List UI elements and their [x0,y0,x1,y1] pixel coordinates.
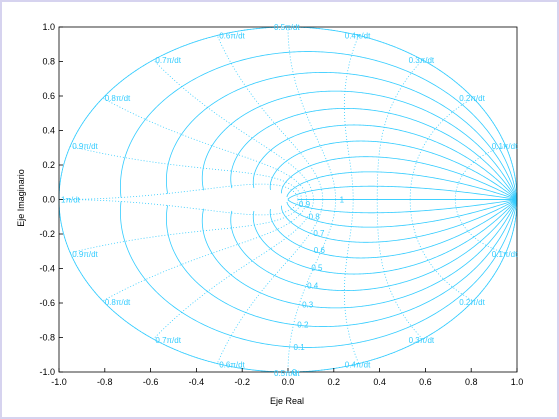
frequency-curve [70,145,302,200]
wn-label-lower: 0.9π/dt [72,250,98,259]
damping-curve [281,199,518,243]
x-tick-label: 1.0 [511,377,524,387]
x-axis-label: Eje Real [270,396,304,406]
wn-label-lower: 0.8π/dt [105,298,131,307]
frequency-curve [102,97,307,200]
frequency-curve [409,97,474,200]
damping-curve [281,156,518,200]
zeta-label: 0.6 [314,246,326,255]
damping-curve [230,199,518,291]
damping-curve [287,199,518,214]
frequency-curve [102,199,307,302]
y-tick-label: 0.2 [42,160,55,170]
y-tick-label: 1.0 [42,22,55,32]
y-tick-label: 0.6 [42,91,55,101]
frequency-curve [343,199,360,364]
grid-layer [58,26,518,373]
damping-curve [286,199,518,228]
frequency-curve [287,26,336,200]
x-tick-label: -0.8 [97,377,113,387]
damping-curve [201,90,518,200]
y-tick-label: 0.4 [42,126,55,136]
damping-curve [58,199,518,373]
y-axis-label: Eje Imaginario [16,169,26,227]
x-tick-label: 0.2 [328,377,341,387]
y-tick-label: -0.2 [39,229,55,239]
y-tick-label: 0.8 [42,57,55,67]
damping-curve [201,199,518,309]
damping-curve [252,124,518,200]
y-tick-label: 0.0 [42,195,55,205]
frequency-curve [454,145,506,200]
frequency-curve [58,199,299,216]
damping-curve [269,199,518,259]
y-tick-label: -0.8 [39,333,55,343]
damping-curve [120,51,518,200]
frequency-curve [287,199,336,373]
wn-label-lower: 0.6π/dt [219,361,245,370]
axis-layer: -1.0 -0.8 -0.6 -0.4 -0.2 0.0 0.2 0.4 0.6 0.8 1.0 1.… [39,22,523,387]
frequency-curve [216,35,324,200]
zeta-label: 1 [340,196,345,205]
damping-curve [286,171,518,200]
zeta-label: 0.9 [299,200,311,209]
wn-label-lower: 0.2π/dt [459,298,485,307]
x-tick-label: 0.0 [282,377,295,387]
damping-curve [287,185,518,200]
y-tick-label: -0.4 [39,264,55,274]
wn-label-upper: 0.3π/dt [409,56,435,65]
zeta-label: 0.4 [307,282,319,291]
frequency-curve [343,35,360,200]
frequency-curve [58,183,299,200]
damping-curve [252,199,518,275]
zeta-label: 0 [292,368,297,377]
wn-label-upper: 0.5π/dt [274,23,300,32]
damping-curve [58,26,518,200]
x-tick-label: -0.6 [143,377,159,387]
wn-label-lower: 0.1π/dt [492,250,518,259]
wn-label-upper: 0.1π/dt [492,142,518,151]
wn-label-lower: 0.5π/dt [274,369,300,378]
wn-label-upper: 1π/dt [61,196,81,205]
y-tick-label: -0.6 [39,298,55,308]
frequency-curve [454,199,506,254]
frequency-curve [376,199,423,340]
frequency-curve [153,59,314,200]
wn-label-lower: 0.3π/dt [409,336,435,345]
zeta-label: 0.7 [313,229,325,238]
zeta-label: 0.5 [311,264,323,273]
zeta-label: 0.1 [294,343,306,352]
x-tick-label: -1.0 [51,377,67,387]
label-layer: 0 0.1 0.2 0.3 0.4 0.5 0.6 0.7 0.8 0.9 1 0.1π/dt 0.1π… [61,23,518,378]
wn-label-lower: 0.4π/dt [345,361,371,370]
damping-curve [230,108,518,200]
wn-label-upper: 0.9π/dt [72,142,98,151]
zeta-label: 0.8 [309,213,321,222]
x-tick-label: 0.8 [465,377,478,387]
frequency-curve [376,59,423,200]
wn-label-lower: 0.7π/dt [155,336,181,345]
y-tick-label: -1.0 [39,367,55,377]
frequency-curve [409,199,474,302]
frequency-curve [153,199,314,340]
x-tick-label: 0.4 [373,377,386,387]
zeta-label: 0.2 [297,321,309,330]
wn-label-upper: 0.6π/dt [219,31,245,40]
x-tick-label: -0.4 [189,377,205,387]
x-tick-label: 0.6 [419,377,432,387]
zeta-label: 0.3 [302,300,314,309]
wn-label-upper: 0.2π/dt [459,94,485,103]
wn-label-upper: 0.4π/dt [345,31,371,40]
x-tick-label: -0.2 [234,377,250,387]
damping-curve [269,140,518,200]
damping-curve [120,199,518,348]
wn-label-upper: 0.8π/dt [105,94,131,103]
frequency-curve [70,199,302,254]
wn-label-upper: 0.7π/dt [155,56,181,65]
